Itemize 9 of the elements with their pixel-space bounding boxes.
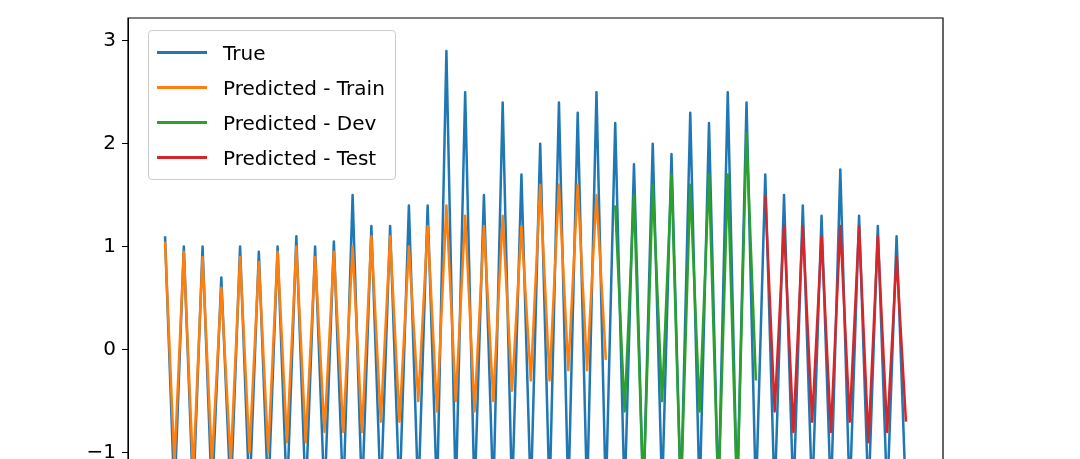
y-tick-label: 3 [103,26,116,51]
y-tick-label: 0 [103,335,116,360]
y-tick-label: 2 [103,129,116,154]
legend-label: Predicted - Train [223,75,385,100]
legend-label: True [223,40,266,65]
legend-label: Predicted - Dev [223,110,377,135]
legend-label: Predicted - Test [223,145,377,170]
y-tick-label: 1 [103,232,116,257]
y-tick-label: −1 [86,438,116,459]
